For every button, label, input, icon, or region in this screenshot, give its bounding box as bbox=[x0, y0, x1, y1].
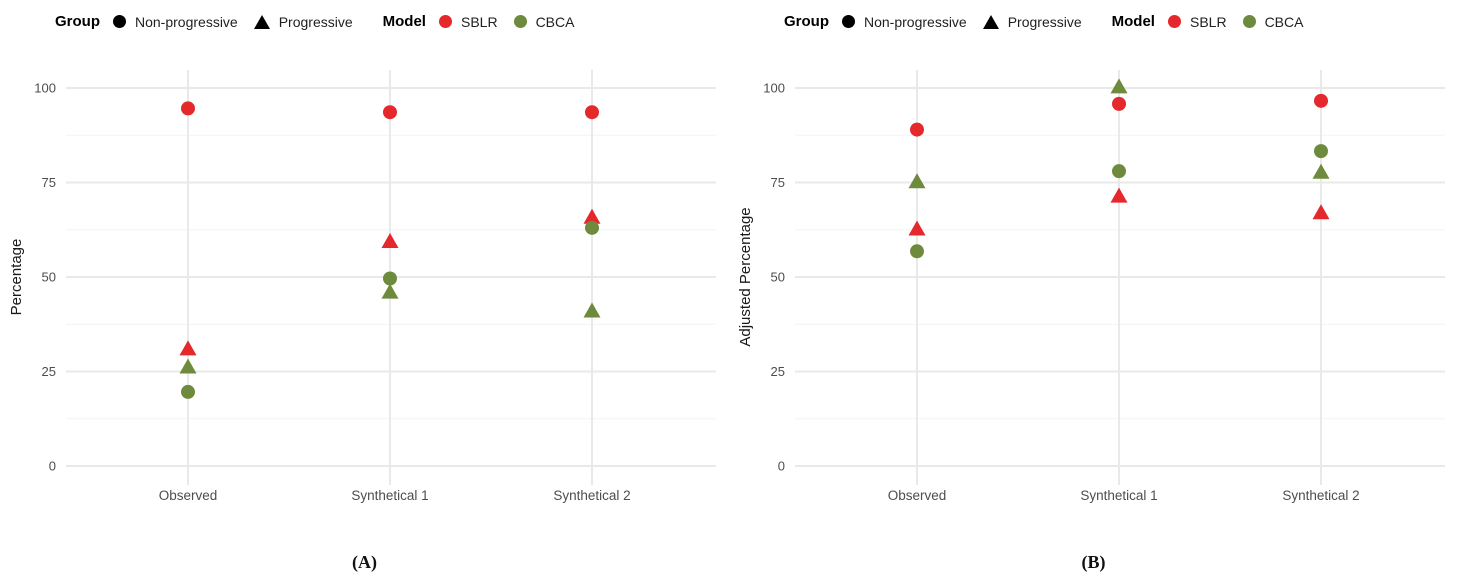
data-point bbox=[583, 208, 601, 224]
progressive-marker-icon bbox=[982, 14, 999, 29]
data-point bbox=[383, 105, 397, 120]
caption-b: (B) bbox=[1081, 552, 1106, 572]
y-tick-label: 75 bbox=[42, 175, 56, 190]
sblr-color-icon bbox=[438, 15, 452, 28]
data-point bbox=[908, 173, 926, 189]
y-tick-label: 100 bbox=[763, 81, 785, 96]
cbca-color-icon bbox=[1242, 15, 1256, 28]
y-tick-label: 25 bbox=[771, 364, 785, 379]
legend-item-label: Progressive bbox=[278, 13, 353, 30]
legend-item-label: CBCA bbox=[1264, 13, 1304, 30]
legend-item-label: Progressive bbox=[1007, 13, 1082, 30]
y-tick-label: 100 bbox=[34, 81, 56, 96]
legend-item-label: Non-progressive bbox=[864, 13, 967, 30]
data-point bbox=[910, 244, 924, 259]
y-tick-label: 50 bbox=[42, 270, 56, 285]
x-tick-label: Synthetical 2 bbox=[553, 488, 630, 503]
cbca-color-icon bbox=[513, 15, 527, 28]
y-tick-label: 25 bbox=[42, 364, 56, 379]
legend-model-title: Model bbox=[382, 13, 426, 30]
scatter-plot-a: 0 25 50 75 100 Observed Synthetical 1 Synthetic… bbox=[8, 70, 716, 503]
scatter-plot-b: 0 25 50 75 100 Observed Synthetical 1 Synthetic… bbox=[737, 70, 1445, 503]
data-point bbox=[1312, 204, 1330, 220]
legend-group-title: Group bbox=[55, 13, 100, 30]
data-point bbox=[179, 358, 197, 374]
data-point bbox=[181, 384, 195, 399]
y-tick-label: 0 bbox=[49, 459, 56, 474]
y-tick-label: 0 bbox=[778, 459, 785, 474]
legend-item-label: SBLR bbox=[460, 13, 498, 30]
data-point bbox=[1112, 164, 1126, 179]
non-progressive-marker-icon bbox=[113, 15, 126, 28]
data-point bbox=[583, 302, 601, 318]
legend-b: Group Non-progressive Progressive Model … bbox=[784, 13, 1303, 30]
x-tick-label: Synthetical 1 bbox=[1080, 488, 1157, 503]
legend-item-label: CBCA bbox=[535, 13, 575, 30]
x-tick-label: Observed bbox=[159, 488, 218, 503]
x-tick-label: Observed bbox=[888, 488, 947, 503]
data-point bbox=[383, 271, 397, 286]
y-axis-title: Adjusted Percentage bbox=[737, 207, 754, 346]
data-point bbox=[1312, 163, 1330, 179]
data-point bbox=[585, 220, 599, 235]
panel-b: Group Non-progressive Progressive Model … bbox=[729, 0, 1458, 581]
non-progressive-marker-icon bbox=[842, 15, 855, 28]
legend-item-label: SBLR bbox=[1189, 13, 1227, 30]
data-point bbox=[908, 220, 926, 236]
panel-a: Group Non-progressive Progressive Model … bbox=[8, 13, 716, 572]
data-point bbox=[1110, 187, 1128, 203]
data-point bbox=[910, 122, 924, 137]
data-point bbox=[1314, 93, 1328, 108]
caption-a: (A) bbox=[352, 552, 377, 572]
legend-a: Group Non-progressive Progressive Model … bbox=[55, 13, 574, 30]
data-point bbox=[381, 232, 399, 248]
y-axis-title: Percentage bbox=[8, 239, 25, 316]
legend-model-title: Model bbox=[1111, 13, 1155, 30]
legend-item-label: Non-progressive bbox=[135, 13, 238, 30]
data-point bbox=[181, 101, 195, 116]
y-tick-label: 50 bbox=[771, 270, 785, 285]
y-tick-label: 75 bbox=[771, 175, 785, 190]
legend-group-title: Group bbox=[784, 13, 829, 30]
x-tick-label: Synthetical 2 bbox=[1282, 488, 1359, 503]
sblr-color-icon bbox=[1167, 15, 1181, 28]
x-tick-label: Synthetical 1 bbox=[351, 488, 428, 503]
data-point bbox=[381, 283, 399, 299]
progressive-marker-icon bbox=[253, 14, 270, 29]
data-point bbox=[585, 105, 599, 120]
data-point bbox=[179, 340, 197, 356]
data-point bbox=[1110, 78, 1128, 94]
data-point bbox=[1314, 144, 1328, 159]
data-point bbox=[1112, 96, 1126, 111]
